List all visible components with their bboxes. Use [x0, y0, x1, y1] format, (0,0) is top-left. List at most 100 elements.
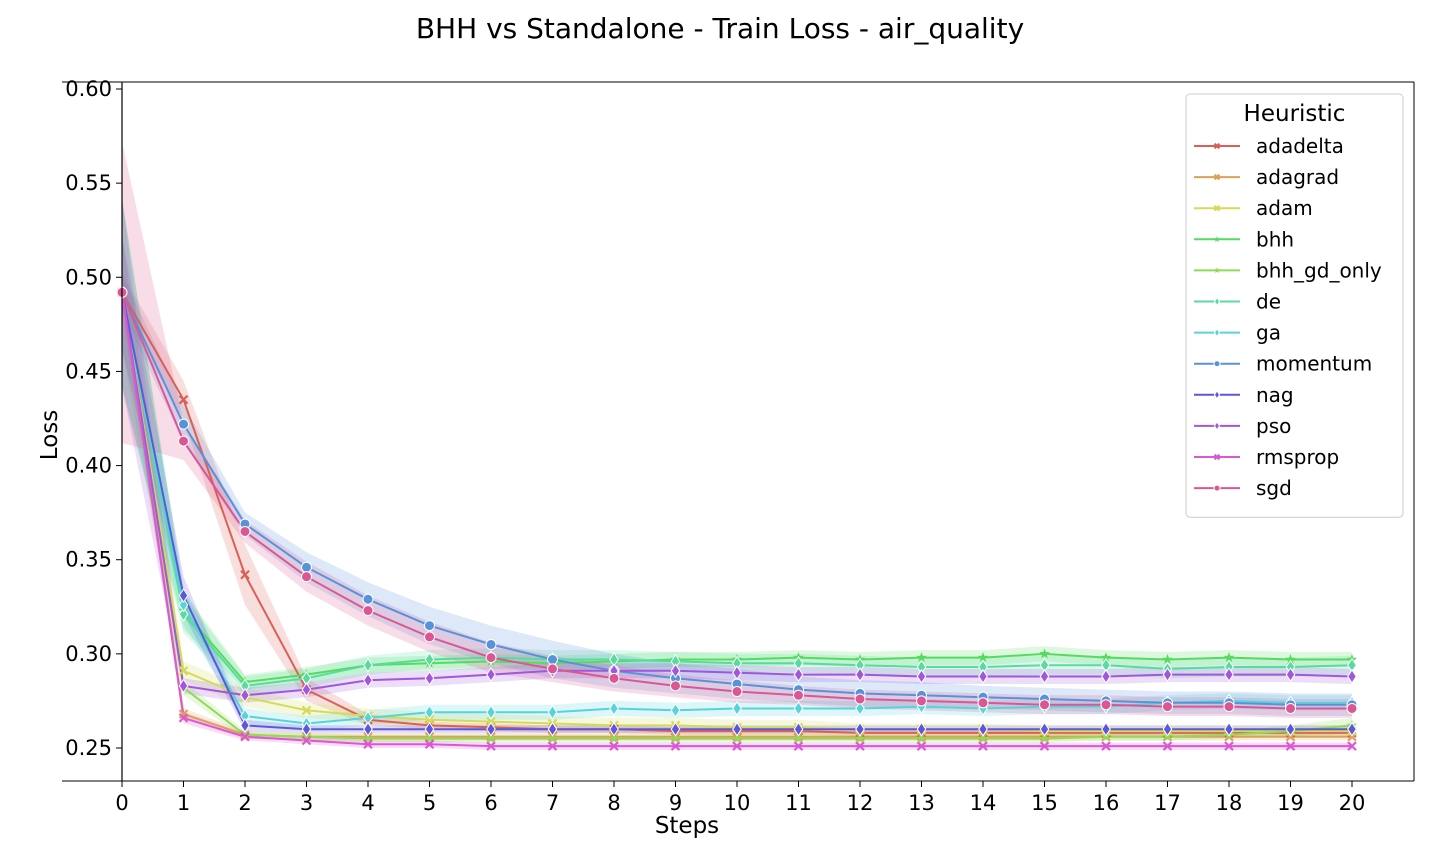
point-bhh_gd_only-7	[547, 733, 558, 744]
series-markers	[116, 284, 1358, 751]
point-sgd-1	[178, 435, 189, 447]
point-bhh-19	[1285, 654, 1296, 664]
axes: 0.250.300.350.400.450.500.550.600 1 2 3 4 5 6 7…	[37, 77, 1415, 839]
point-bhh_gd_only-2	[239, 729, 251, 740]
point-bhh_gd_only-5	[424, 733, 435, 744]
point-nag-5	[424, 721, 435, 737]
point-adam-1	[178, 666, 189, 676]
point-sgd-19	[1285, 702, 1296, 714]
x-tick-label: 3	[300, 791, 313, 815]
point-sgd-5	[424, 631, 435, 643]
x-tick-label: 13	[908, 791, 935, 815]
x-tick-label: 15	[1031, 791, 1058, 815]
series-line-pso	[121, 292, 1353, 697]
point-nag-20	[1347, 721, 1357, 737]
point-nag-17	[1162, 721, 1173, 737]
y-tick-label: 0.50	[65, 265, 112, 289]
x-tick-label: 9	[669, 791, 682, 815]
y-tick-label: 0.35	[65, 548, 112, 572]
point-sgd-17	[1162, 701, 1173, 713]
point-momentum-6	[485, 638, 497, 650]
y-tick-label: 0.60	[65, 77, 112, 101]
legend-label-adadelta: adadelta	[1256, 134, 1344, 158]
point-rmsprop-6	[486, 741, 496, 751]
point-pso-10	[732, 665, 742, 681]
point-nag-1	[178, 588, 189, 603]
point-pso-2	[240, 687, 250, 703]
band-momentum	[122, 273, 1352, 716]
point-nag-10	[732, 721, 742, 737]
legend-marker-bhh_gd_only	[1213, 267, 1221, 274]
point-pso-6	[486, 667, 496, 682]
point-rmsprop-19	[1285, 741, 1296, 751]
point-sgd-11	[793, 689, 804, 701]
y-tick-label: 0.25	[65, 736, 112, 760]
y-axis-label: Loss	[37, 410, 63, 460]
legend-marker-adam	[1213, 205, 1221, 212]
point-nag-7	[547, 721, 558, 737]
point-sgd-14	[977, 697, 989, 709]
point-rmsprop-20	[1347, 741, 1357, 751]
point-momentum-7	[547, 654, 558, 666]
point-bhh_gd_only-12	[854, 733, 866, 744]
point-rmsprop-8	[609, 741, 619, 751]
series-line-de	[121, 292, 1353, 687]
point-bhh_gd_only-13	[916, 733, 927, 744]
legend-label-bhh: bhh	[1256, 227, 1294, 251]
point-adagrad-1	[178, 709, 189, 719]
point-momentum-3	[301, 561, 312, 573]
x-tick-label: 16	[1093, 791, 1120, 815]
legend-label-momentum: momentum	[1256, 352, 1372, 376]
point-pso-17	[1162, 667, 1173, 682]
point-sgd-2	[239, 525, 251, 537]
point-nag-14	[978, 721, 988, 737]
point-pso-11	[793, 667, 804, 682]
point-pso-12	[855, 667, 865, 682]
point-rmsprop-17	[1162, 741, 1173, 751]
point-pso-16	[1101, 669, 1111, 684]
point-nag-12	[855, 721, 865, 737]
x-tick-label: 14	[970, 791, 997, 815]
series-line-bhh	[121, 292, 1352, 684]
point-nag-4	[363, 721, 373, 737]
x-tick-label: 12	[847, 791, 874, 815]
point-rmsprop-15	[1039, 741, 1050, 751]
point-sgd-9	[670, 680, 681, 692]
y-tick-label: 0.40	[65, 454, 112, 478]
point-rmsprop-2	[240, 731, 250, 742]
x-tick-label: 10	[724, 791, 751, 815]
point-adadelta-1	[178, 394, 189, 405]
x-tick-label: 7	[546, 791, 559, 815]
point-nag-6	[486, 721, 496, 737]
point-bhh-18	[1223, 652, 1235, 663]
point-rmsprop-10	[732, 741, 742, 751]
legend-label-bhh_gd_only: bhh_gd_only	[1256, 258, 1382, 282]
x-tick-label: 4	[361, 791, 374, 815]
point-rmsprop-5	[424, 739, 435, 750]
legend-marker-de	[1213, 296, 1221, 307]
legend-marker-bhh	[1213, 236, 1221, 242]
point-ga-8	[609, 701, 619, 716]
legend-title: Heuristic	[1244, 101, 1346, 127]
point-bhh_gd_only-11	[793, 733, 804, 744]
x-tick-label: 2	[238, 791, 251, 815]
chart-title: BHH vs Standalone - Train Loss - air_qua…	[415, 12, 1025, 45]
point-sgd-15	[1039, 699, 1050, 711]
point-pso-5	[424, 670, 435, 686]
x-tick-label: 19	[1277, 791, 1304, 815]
legend-marker-nag	[1213, 389, 1221, 400]
y-tick-label: 0.55	[65, 171, 112, 195]
legend-marker-ga	[1213, 327, 1221, 338]
point-bhh-15	[1039, 648, 1050, 659]
x-axis-label: Steps	[655, 813, 719, 839]
point-ga-12	[855, 701, 865, 716]
point-sgd-7	[547, 663, 558, 675]
point-nag-15	[1039, 721, 1050, 737]
legend-marker-adadelta	[1213, 142, 1221, 150]
point-rmsprop-9	[670, 741, 681, 751]
legend-label-ga: ga	[1256, 321, 1281, 345]
point-pso-15	[1039, 669, 1050, 684]
point-rmsprop-4	[363, 739, 373, 750]
point-sgd-3	[301, 571, 312, 583]
